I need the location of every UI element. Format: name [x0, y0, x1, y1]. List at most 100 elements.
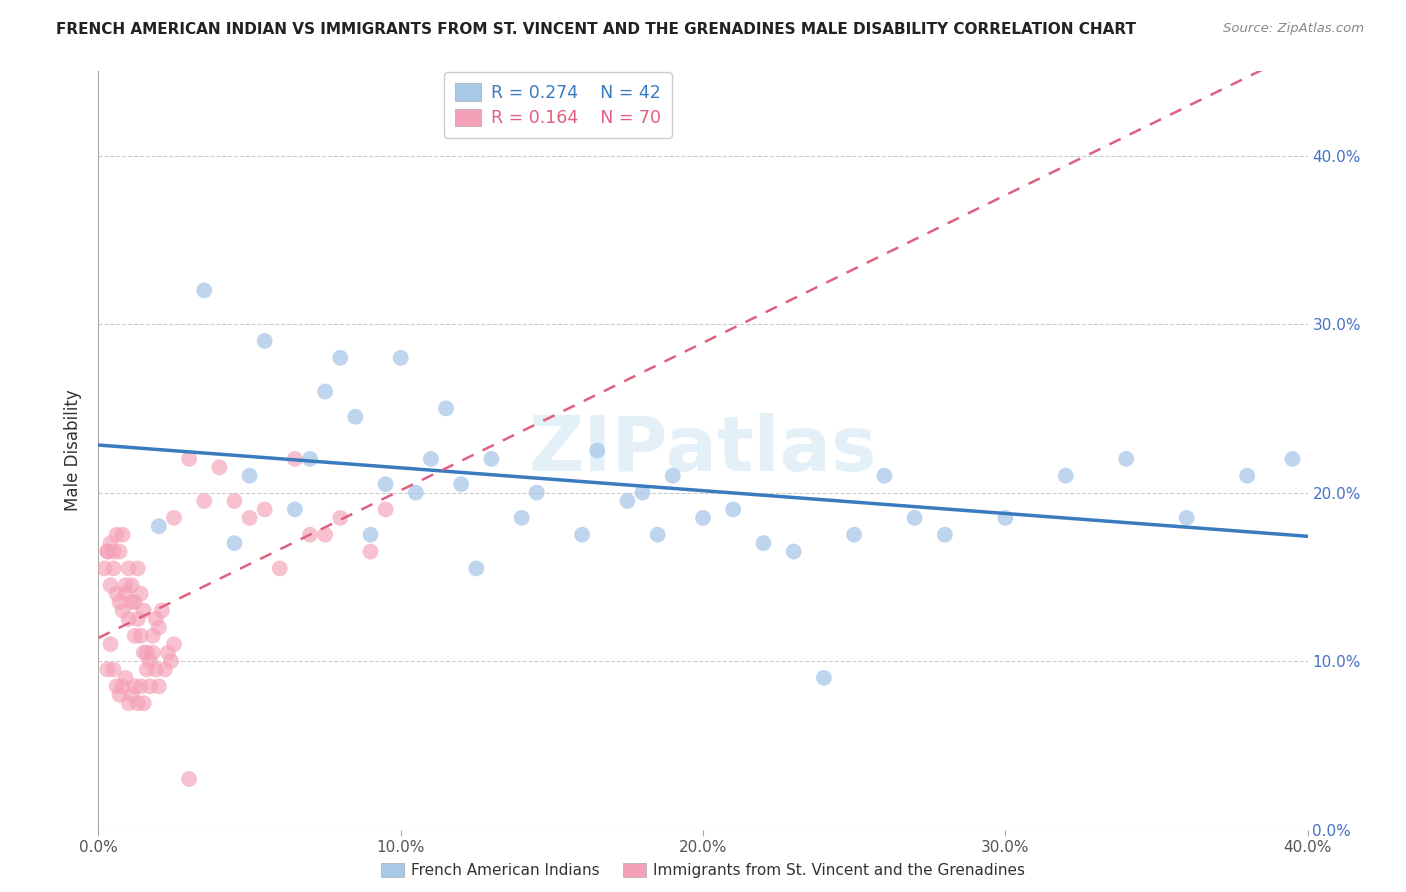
Point: [139, 679, 162, 693]
Text: FRENCH AMERICAN INDIAN VS IMMIGRANTS FROM ST. VINCENT AND THE GRENADINES MALE DI: FRENCH AMERICAN INDIAN VS IMMIGRANTS FRO…: [56, 22, 1136, 37]
Point: [153, 663, 176, 677]
Point: [692, 511, 714, 525]
Point: [314, 384, 336, 399]
Point: [374, 502, 396, 516]
Point: [96, 544, 118, 558]
Point: [105, 527, 128, 541]
Point: [105, 587, 128, 601]
Point: [145, 612, 167, 626]
Point: [360, 527, 382, 541]
Point: [434, 401, 457, 416]
Point: [510, 511, 533, 525]
Point: [374, 477, 396, 491]
Point: [163, 511, 186, 525]
Point: [661, 468, 683, 483]
Point: [129, 679, 152, 693]
Text: Source: ZipAtlas.com: Source: ZipAtlas.com: [1223, 22, 1364, 36]
Point: [844, 527, 866, 541]
Point: [118, 696, 141, 710]
Point: [631, 485, 654, 500]
Point: [299, 451, 322, 466]
Point: [108, 544, 131, 558]
Point: [329, 351, 352, 365]
Point: [100, 578, 122, 592]
Point: [156, 646, 179, 660]
Point: [148, 519, 170, 533]
Point: [314, 527, 336, 541]
Point: [179, 451, 201, 466]
Point: [100, 536, 122, 550]
Point: [148, 679, 170, 693]
Point: [108, 595, 131, 609]
Point: [465, 561, 488, 575]
Point: [96, 663, 118, 677]
Point: [1236, 468, 1258, 483]
Point: [160, 654, 183, 668]
Point: [148, 620, 170, 634]
Point: [253, 502, 276, 516]
Point: [114, 578, 136, 592]
Point: [135, 646, 157, 660]
Point: [142, 646, 165, 660]
Point: [127, 696, 149, 710]
Point: [132, 603, 155, 617]
Point: [103, 663, 125, 677]
Point: [127, 612, 149, 626]
Point: [723, 502, 745, 516]
Point: [135, 663, 157, 677]
Point: [142, 629, 165, 643]
Point: [1175, 511, 1198, 525]
Point: [934, 527, 956, 541]
Point: [111, 679, 134, 693]
Point: [114, 587, 136, 601]
Point: [150, 603, 173, 617]
Point: [96, 544, 118, 558]
Point: [284, 502, 307, 516]
Point: [118, 561, 141, 575]
Point: [224, 536, 246, 550]
Point: [360, 544, 382, 558]
Point: [118, 612, 141, 626]
Point: [129, 629, 152, 643]
Point: [752, 536, 775, 550]
Y-axis label: Male Disability: Male Disability: [65, 390, 83, 511]
Point: [124, 629, 146, 643]
Point: [121, 595, 143, 609]
Point: [208, 460, 231, 475]
Point: [105, 679, 128, 693]
Point: [586, 443, 609, 458]
Legend: French American Indians, Immigrants from St. Vincent and the Grenadines: French American Indians, Immigrants from…: [374, 857, 1032, 884]
Point: [103, 561, 125, 575]
Point: [253, 334, 276, 348]
Point: [124, 595, 146, 609]
Point: [405, 485, 427, 500]
Point: [647, 527, 669, 541]
Point: [124, 679, 146, 693]
Point: [129, 587, 152, 601]
Legend: R = 0.274    N = 42, R = 0.164    N = 70: R = 0.274 N = 42, R = 0.164 N = 70: [444, 72, 672, 137]
Point: [299, 527, 322, 541]
Point: [163, 637, 186, 651]
Point: [616, 494, 638, 508]
Point: [111, 527, 134, 541]
Point: [111, 603, 134, 617]
Point: [389, 351, 412, 365]
Point: [329, 511, 352, 525]
Point: [450, 477, 472, 491]
Point: [132, 696, 155, 710]
Point: [127, 561, 149, 575]
Point: [224, 494, 246, 508]
Point: [420, 451, 443, 466]
Point: [481, 451, 503, 466]
Point: [179, 772, 201, 786]
Point: [103, 544, 125, 558]
Point: [873, 468, 896, 483]
Point: [93, 561, 115, 575]
Point: [994, 511, 1017, 525]
Point: [121, 578, 143, 592]
Point: [344, 409, 367, 424]
Point: [132, 646, 155, 660]
Point: [526, 485, 548, 500]
Point: [193, 494, 215, 508]
Point: [139, 654, 162, 668]
